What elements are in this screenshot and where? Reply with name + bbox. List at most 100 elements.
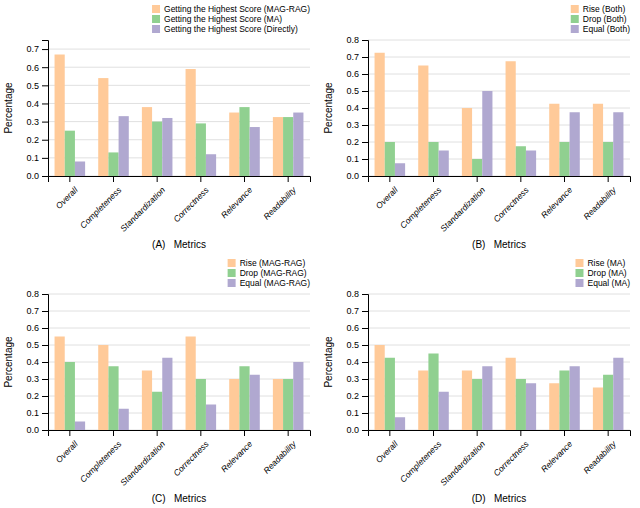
tick-label: Readability [581, 184, 618, 221]
bar [162, 358, 172, 430]
legend-label: Rise (Both) [583, 4, 626, 14]
bar [206, 405, 216, 431]
tick-mark [42, 311, 48, 312]
tick: 0.8 [346, 289, 368, 299]
tick-mark [69, 176, 70, 182]
x-axis-title: (C) Metrics [152, 493, 206, 504]
grid [368, 40, 630, 176]
tick-mark [608, 176, 609, 182]
legend-item: Rise (MA) [575, 258, 625, 268]
tick: Standardization [118, 176, 167, 234]
tick: Readability [581, 176, 618, 222]
legend-item: Getting the Highest Score (MA) [152, 14, 282, 24]
tick: 0.0 [26, 425, 48, 435]
legend-swatch [575, 259, 583, 267]
bar [506, 358, 516, 430]
legend-item: Drop (Both) [571, 14, 627, 24]
tick-label: Relevance [539, 439, 575, 475]
grid-line [368, 328, 630, 329]
bar [293, 362, 303, 430]
tick: Overall [374, 176, 401, 211]
x-axis-title: (B) Metrics [472, 239, 526, 250]
bar [186, 337, 196, 431]
tick: Overall [374, 430, 401, 465]
tick: 0.5 [26, 340, 48, 350]
panel: 0.00.10.20.30.40.50.60.7OverallCompleten… [3, 4, 311, 250]
tick-label: Completeness [78, 184, 124, 230]
bar [162, 118, 172, 176]
grid-line [368, 108, 630, 109]
bar [516, 146, 526, 176]
bar [75, 422, 85, 431]
legend-label: Rise (MAG-RAG) [240, 258, 306, 268]
tick-mark [42, 396, 48, 397]
grid-line [368, 294, 630, 295]
tick: 0.3 [26, 117, 48, 127]
bar [229, 379, 239, 430]
tick-label: Completeness [398, 184, 444, 230]
tick-mark [477, 430, 478, 436]
tick-label: Readability [581, 438, 618, 475]
legend: Rise (MAG-RAG)Drop (MAG-RAG)Equal (MAG-R… [228, 258, 311, 288]
tick-mark [42, 140, 48, 141]
legend-item: Rise (Both) [571, 4, 626, 14]
tick-mark [362, 430, 368, 431]
bar-series [375, 53, 604, 176]
legend-swatch [152, 15, 160, 23]
tick: Correctness [491, 176, 531, 224]
tick-mark [362, 328, 368, 329]
bar [395, 163, 405, 176]
tick: 0.0 [26, 171, 48, 181]
tick-mark [157, 176, 158, 182]
x-axis-title: (A) Metrics [152, 239, 206, 250]
grid-line [368, 311, 630, 312]
bar [142, 371, 152, 431]
tick-label: Completeness [398, 438, 444, 484]
bar [65, 362, 75, 430]
bar-series [55, 55, 284, 176]
tick: 0.0 [346, 171, 368, 181]
tick: 0.3 [346, 120, 368, 130]
tick: 0.2 [26, 135, 48, 145]
grid-line [48, 121, 310, 122]
tick-mark [520, 430, 521, 436]
tick-label: 0.6 [26, 63, 39, 73]
tick-label: 0.5 [26, 340, 39, 350]
y-axis: 0.00.10.20.30.40.50.60.70.8 [346, 289, 368, 435]
tick-label: 0.2 [346, 391, 359, 401]
tick-label: Relevance [539, 185, 575, 221]
tick-mark [362, 125, 368, 126]
bars [375, 53, 624, 176]
tick-label: 0.3 [26, 117, 39, 127]
tick-label: 0.2 [346, 137, 359, 147]
tick-label: Relevance [219, 185, 255, 221]
legend-item: Drop (MAG-RAG) [228, 268, 307, 278]
tick: 0.2 [26, 391, 48, 401]
tick-mark [288, 430, 289, 436]
bar [186, 69, 196, 176]
bar-series [395, 91, 624, 176]
bar [593, 388, 603, 431]
tick-label: Overall [374, 184, 401, 211]
legend-swatch [575, 269, 583, 277]
tick-mark [113, 430, 114, 436]
tick-label: 0.0 [26, 171, 39, 181]
bar-series [75, 358, 304, 430]
tick-label: 0.3 [26, 374, 39, 384]
grid-line [48, 294, 310, 295]
bar-series [65, 362, 294, 430]
bar [196, 123, 206, 176]
tick-mark [362, 311, 368, 312]
tick-label: 0.2 [26, 391, 39, 401]
panel: 0.00.10.20.30.40.50.60.70.8OverallComple… [3, 258, 311, 504]
legend-item: Rise (MAG-RAG) [228, 258, 306, 268]
x-axis-title: (D) Metrics [472, 493, 526, 504]
figure: 0.00.10.20.30.40.50.60.7OverallCompleten… [0, 0, 640, 508]
tick-mark [362, 108, 368, 109]
grid-line [368, 362, 630, 363]
tick-label: 0.4 [346, 103, 359, 113]
tick-mark [42, 103, 48, 104]
bar [250, 375, 260, 430]
tick: 0.7 [346, 52, 368, 62]
legend-swatch [228, 259, 236, 267]
